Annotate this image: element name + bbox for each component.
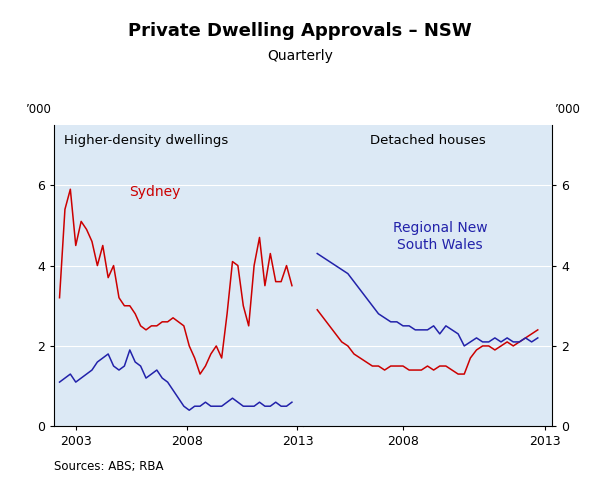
Text: Regional New
South Wales: Regional New South Wales — [392, 221, 487, 251]
Text: ’000: ’000 — [554, 103, 580, 116]
Text: Higher-density dwellings: Higher-density dwellings — [64, 134, 228, 147]
Text: Detached houses: Detached houses — [370, 134, 485, 147]
Text: Quarterly: Quarterly — [267, 49, 333, 63]
Text: Sydney: Sydney — [128, 185, 180, 199]
Text: ’000: ’000 — [26, 103, 52, 116]
Text: Private Dwelling Approvals – NSW: Private Dwelling Approvals – NSW — [128, 22, 472, 40]
Text: Sources: ABS; RBA: Sources: ABS; RBA — [54, 460, 163, 473]
